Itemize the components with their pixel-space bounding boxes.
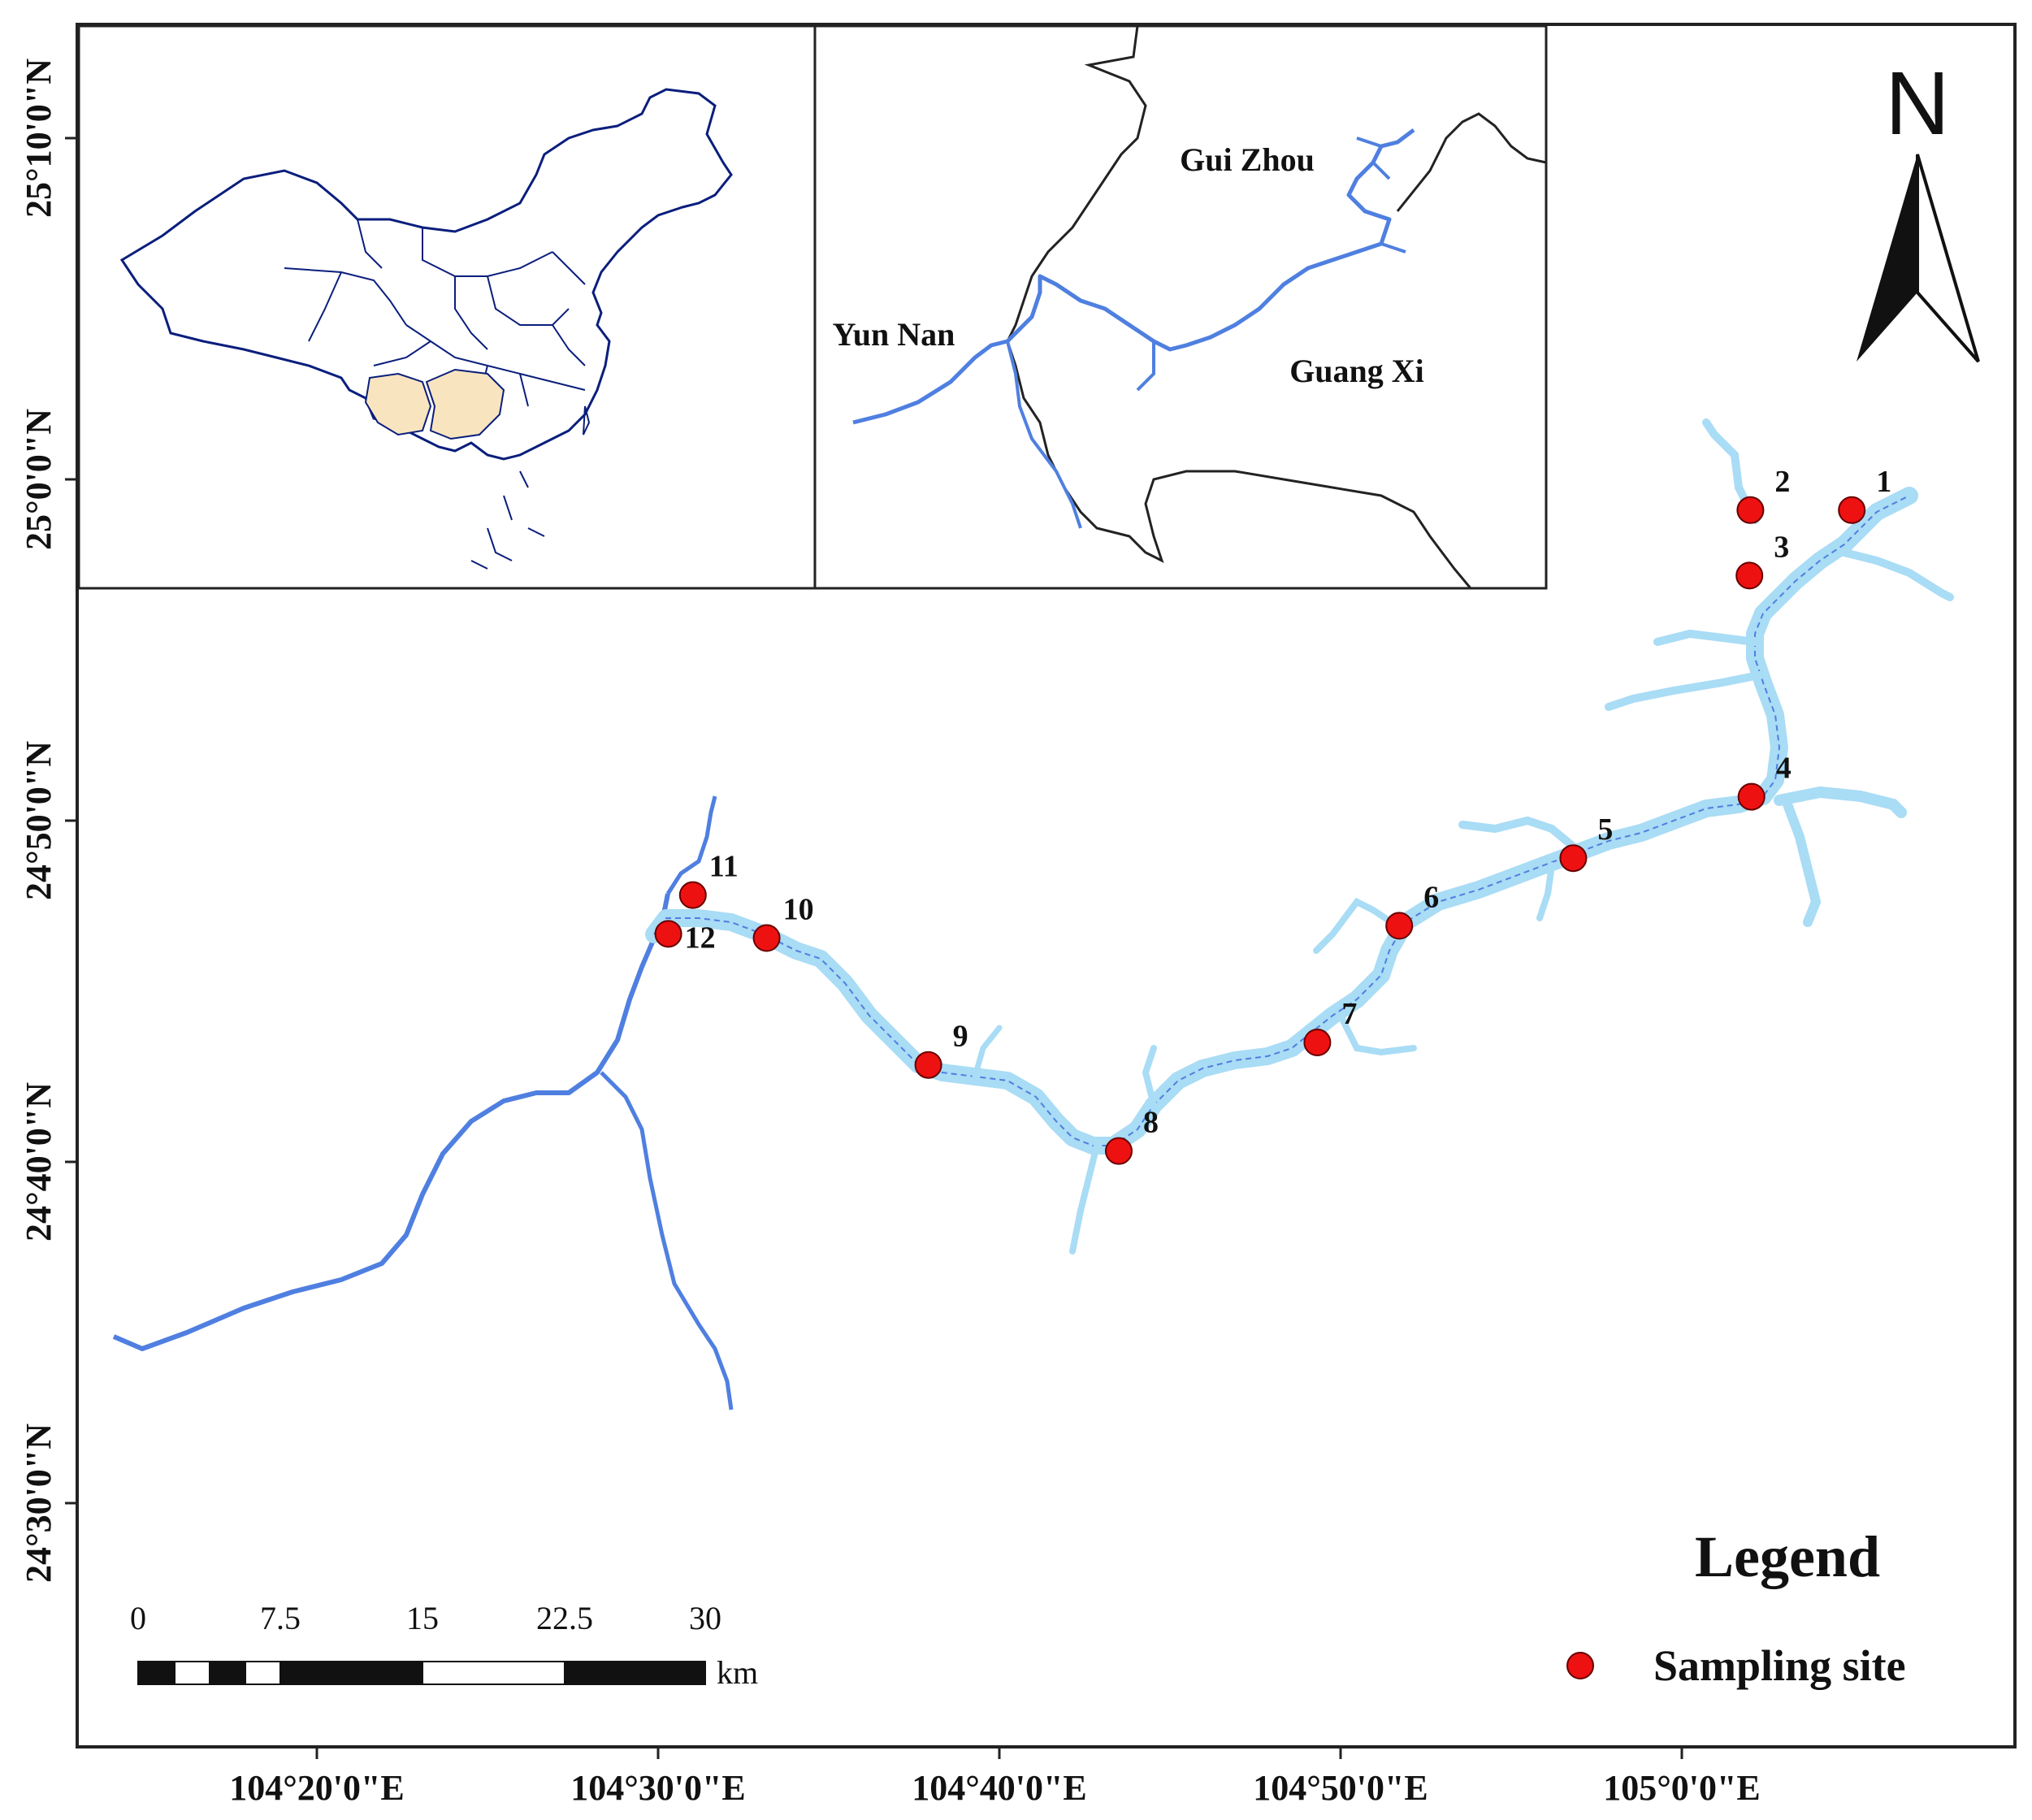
river-network: [852, 128, 1415, 425]
scale-segment-3: [245, 1661, 281, 1685]
province-border-west: [1006, 25, 1472, 589]
north-arrow-label: N: [1885, 54, 1949, 154]
site-marker-1: [1838, 496, 1866, 524]
scale-segment-6: [564, 1661, 706, 1685]
site-marker-2: [1736, 496, 1765, 524]
arm-east-1: [1840, 548, 1954, 601]
label-guizhou: Gui Zhou: [1180, 141, 1315, 178]
scale-bar-labels: 0 7.5 15 22.5 30: [130, 1600, 721, 1636]
scale-label-2: 15: [406, 1600, 439, 1636]
y-tick-label-2: 25°0'0"N: [19, 409, 58, 550]
site-label-1: 1: [1876, 465, 1891, 499]
scale-label-0: 0: [130, 1600, 146, 1636]
legend-item-label: Sampling site: [1653, 1641, 1906, 1690]
province-border-east: [1396, 112, 1547, 212]
inset-region-frame: [813, 24, 1548, 590]
label-yunnan: Yun Nan: [833, 316, 955, 353]
site-label-7: 7: [1341, 997, 1357, 1031]
region-inset-map: Gui Zhou Yun Nan Guang Xi: [833, 25, 1547, 589]
north-arrow-right-half: [1916, 154, 1980, 363]
scale-segment-5: [422, 1661, 565, 1685]
western-tributary: [112, 893, 670, 1351]
site-label-3: 3: [1774, 530, 1789, 564]
site-label-8: 8: [1143, 1106, 1159, 1140]
legend-title: Legend: [1695, 1524, 1880, 1589]
china-outline-map: [119, 88, 733, 570]
arm-south-5: [1536, 862, 1555, 921]
scale-segment-4: [279, 1661, 423, 1685]
arm-north-5: [1458, 816, 1580, 853]
x-tick-label-4: 104°50'0"E: [1253, 1768, 1428, 1808]
islands: [470, 405, 591, 570]
scale-segment-2: [209, 1661, 246, 1685]
site-marker-5: [1559, 844, 1588, 873]
site-label-2: 2: [1774, 465, 1790, 499]
scale-label-4: 30: [689, 1600, 721, 1636]
site-label-11: 11: [709, 850, 739, 884]
scale-bar: 0 7.5 15 22.5 30 km: [130, 1600, 758, 1691]
arm-west-3: [1653, 629, 1759, 646]
reservoir-water: [112, 418, 1954, 1410]
x-axis-ticks: [65, 136, 1683, 1759]
arm-south-8: [1069, 1142, 1100, 1254]
arm-north-6: [1313, 897, 1401, 954]
label-guangxi: Guang Xi: [1289, 353, 1424, 389]
site-marker-4: [1737, 782, 1766, 811]
arm-south-7: [1337, 1012, 1417, 1056]
site-marker-7: [1303, 1029, 1332, 1056]
site-label-12: 12: [685, 921, 716, 955]
legend: Legend Sampling site: [1566, 1524, 1906, 1690]
site-marker-8: [1105, 1137, 1133, 1165]
scale-bar-segments: [137, 1661, 706, 1685]
highlight-yunnan: [364, 372, 432, 436]
site-label-5: 5: [1597, 812, 1613, 847]
northern-inlet: [665, 795, 717, 895]
site-label-10: 10: [783, 893, 814, 927]
x-tick-label-2: 104°30'0"E: [570, 1768, 746, 1808]
arm-south-4: [1783, 800, 1822, 927]
site-marker-6: [1385, 912, 1414, 940]
site-marker-12: [654, 920, 682, 948]
site-marker-9: [914, 1051, 942, 1079]
y-tick-label-3: 24°50'0"N: [19, 741, 58, 900]
site-label-4: 4: [1776, 752, 1792, 786]
y-tick-label-5: 24°30'0"N: [19, 1424, 58, 1583]
highlight-guizhou-guangxi: [425, 368, 505, 440]
x-tick-label-5: 105°0'0"E: [1603, 1768, 1761, 1808]
arm-north-9: [972, 1025, 1003, 1080]
scale-segment-1: [174, 1661, 210, 1685]
scale-bar-unit: km: [717, 1654, 758, 1691]
north-arrow: N: [1857, 54, 1980, 363]
x-tick-label-3: 104°40'0"E: [912, 1768, 1087, 1808]
scale-segment-0: [137, 1661, 175, 1685]
arm-north-8: [1142, 1045, 1157, 1108]
arm-east: [1774, 786, 1907, 818]
river-branch: [1006, 136, 1406, 529]
y-tick-label-1: 25°10'0"N: [19, 58, 58, 218]
y-tick-label-4: 24°40'0"N: [19, 1082, 58, 1242]
site-label-9: 9: [953, 1020, 968, 1054]
scale-label-3: 22.5: [536, 1600, 593, 1636]
x-tick-label-1: 104°20'0"E: [229, 1768, 405, 1808]
north-arrow-left-half: [1857, 154, 1917, 362]
site-marker-3: [1735, 561, 1764, 590]
arm-west-3b: [1605, 670, 1767, 711]
southern-tributary: [600, 1071, 734, 1410]
site-marker-10: [752, 924, 781, 952]
scale-label-1: 7.5: [260, 1600, 301, 1636]
legend-site-marker: [1566, 1652, 1594, 1679]
site-marker-11: [678, 881, 707, 909]
main-channel-outline: [653, 495, 1910, 1146]
site-label-6: 6: [1423, 880, 1439, 914]
